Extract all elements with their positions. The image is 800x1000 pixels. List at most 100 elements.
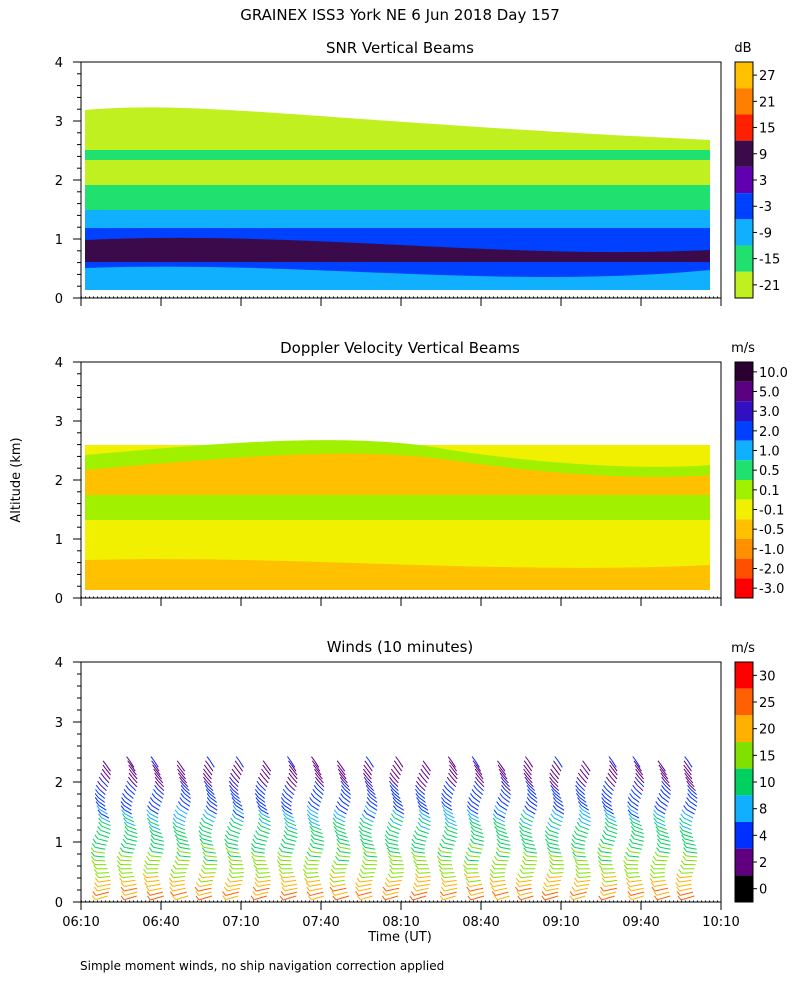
wind-barb-flag (525, 756, 529, 761)
wind-barb-flag (624, 868, 628, 874)
wind-barb (254, 859, 266, 862)
wind-barb-flag (520, 813, 525, 819)
wind-barb (448, 825, 458, 831)
wind-barb (605, 788, 613, 795)
wind-barb (153, 838, 164, 842)
wind-barb (661, 796, 670, 803)
wind-barb (206, 859, 218, 862)
wind-barb-flag (128, 772, 133, 778)
wind-barb-flag (231, 768, 236, 774)
wind-barb (551, 872, 564, 874)
wind-barb-flag (650, 864, 655, 870)
wind-barb (179, 851, 191, 854)
wind-barb (420, 805, 429, 811)
wind-barb-flag (254, 882, 259, 887)
wind-barb (157, 780, 165, 788)
wind-barb (662, 772, 669, 780)
wind-barb-flag (202, 772, 207, 778)
wind-barb-flag (448, 760, 453, 766)
wind-barb-flag (386, 847, 391, 852)
wind-barb (358, 891, 372, 896)
wind-barb (572, 895, 586, 901)
wind-barb (444, 887, 458, 892)
wind-barb (634, 834, 645, 838)
wind-barb-flag (526, 797, 531, 802)
wind-barb (291, 764, 297, 772)
wind-barb (103, 776, 110, 784)
wind-barb (679, 891, 694, 896)
wind-barb-flag (283, 830, 288, 835)
wind-barb (600, 855, 612, 858)
wind-barb (340, 804, 349, 811)
wind-barb-flag (120, 895, 125, 901)
wind-barb-flag (600, 873, 605, 878)
wind-barb (131, 776, 138, 784)
wind-barb-flag (228, 821, 233, 827)
wind-barb (419, 784, 426, 792)
wind-barb (154, 764, 160, 772)
wind-barb (157, 788, 165, 795)
wind-barb-flag (174, 860, 179, 865)
wind-barb-flag (522, 860, 526, 865)
wind-barb (309, 809, 319, 815)
wind-barb-flag (527, 793, 531, 798)
wind-barb (578, 872, 591, 874)
wind-barb-flag (200, 868, 205, 874)
wind-barb (228, 846, 239, 850)
wind-barb-flag (223, 886, 228, 892)
wind-barb (265, 768, 271, 776)
snr-colorbar-label: -9 (759, 226, 772, 241)
wind-barb (368, 788, 376, 795)
wind-barb (253, 895, 267, 901)
wind-barb-flag (522, 843, 526, 848)
wind-barb (690, 788, 697, 795)
wind-barb-flag (358, 873, 363, 878)
wind-barb-flag (550, 813, 555, 819)
wind-barb-flag (123, 789, 128, 794)
wind-barb (604, 801, 612, 807)
wind-barb (473, 829, 484, 835)
wind-barb-flag (417, 801, 422, 806)
wind-barb-flag (439, 868, 443, 874)
wind-barb-flag (625, 877, 630, 883)
wind-barb-flag (676, 873, 681, 878)
wind-barb-flag (420, 768, 425, 774)
wind-barb (526, 772, 532, 780)
wind-barb-flag (364, 780, 369, 786)
wind-barb-flag (650, 868, 655, 874)
wind-barb (603, 842, 614, 846)
wind-barb-flag (175, 855, 180, 861)
wind-barb-flag (122, 838, 127, 844)
wind-barb (497, 829, 508, 835)
wind-barb-flag (656, 834, 661, 840)
wind-barb (630, 887, 644, 892)
wind-barb (388, 842, 399, 846)
wind-barb-flag (198, 830, 203, 835)
wind-barb (202, 842, 214, 846)
doppler-colorbar-label: 2.0 (759, 425, 780, 440)
wind-barb (230, 879, 243, 883)
wind-barb-flag (251, 855, 256, 861)
wind-barb-flag (205, 805, 210, 810)
wind-barb (127, 829, 138, 835)
wind-barb-flag (523, 760, 528, 766)
wind-barb (209, 760, 215, 768)
wind-barb (287, 788, 295, 795)
wind-barb-flag (200, 817, 205, 823)
wind-barb (314, 760, 320, 768)
wind-barb-flag (572, 834, 576, 840)
wind-barb-flag (385, 830, 390, 835)
wind-barb (179, 764, 186, 772)
wind-barb-flag (116, 864, 121, 870)
wind-barb-flag (524, 805, 529, 810)
wind-barb (608, 780, 616, 788)
wind-barb-flag (329, 886, 334, 892)
wind-barb-flag (635, 772, 640, 778)
wind-barb-flag (581, 764, 585, 770)
wind-barb-flag (384, 838, 389, 844)
wind-barb-flag (520, 864, 525, 870)
doppler-colorbar-frame (734, 361, 754, 599)
wind-barb (686, 809, 695, 815)
wind-barb-flag (177, 772, 182, 778)
